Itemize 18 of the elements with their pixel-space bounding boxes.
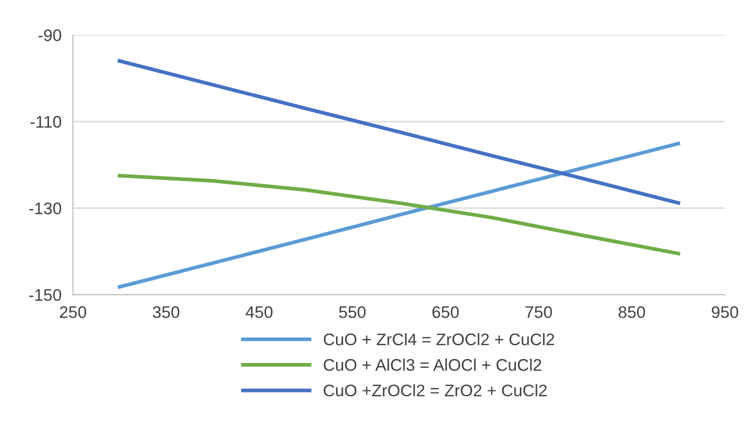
y-tick-label: -130 — [29, 202, 62, 214]
line-series — [118, 142, 680, 289]
x-tick-label: 950 — [712, 306, 738, 318]
y-tick-label: -110 — [30, 116, 62, 128]
legend-label: CuO + AlCl3 = AlOCl + CuCl2 — [324, 358, 542, 371]
line-series — [118, 59, 680, 205]
y-tick-label: -90 — [38, 29, 62, 42]
x-tick-label: 350 — [152, 306, 180, 318]
x-tick-label: 250 — [60, 306, 86, 318]
x-tick-label: 850 — [618, 306, 646, 318]
legend-label: CuO + ZrCl4 = ZrOCl2 + CuCl2 — [324, 333, 554, 346]
x-tick-label: 650 — [432, 306, 459, 318]
x-tick-label: 450 — [246, 306, 272, 318]
legend-label: CuO +ZrOCl2 = ZrO2 + CuCl2 — [324, 384, 547, 396]
y-tick-label: -150 — [29, 289, 62, 301]
x-tick-label: 550 — [339, 306, 366, 318]
line-series — [118, 174, 680, 256]
x-tick-label: 750 — [526, 306, 552, 318]
